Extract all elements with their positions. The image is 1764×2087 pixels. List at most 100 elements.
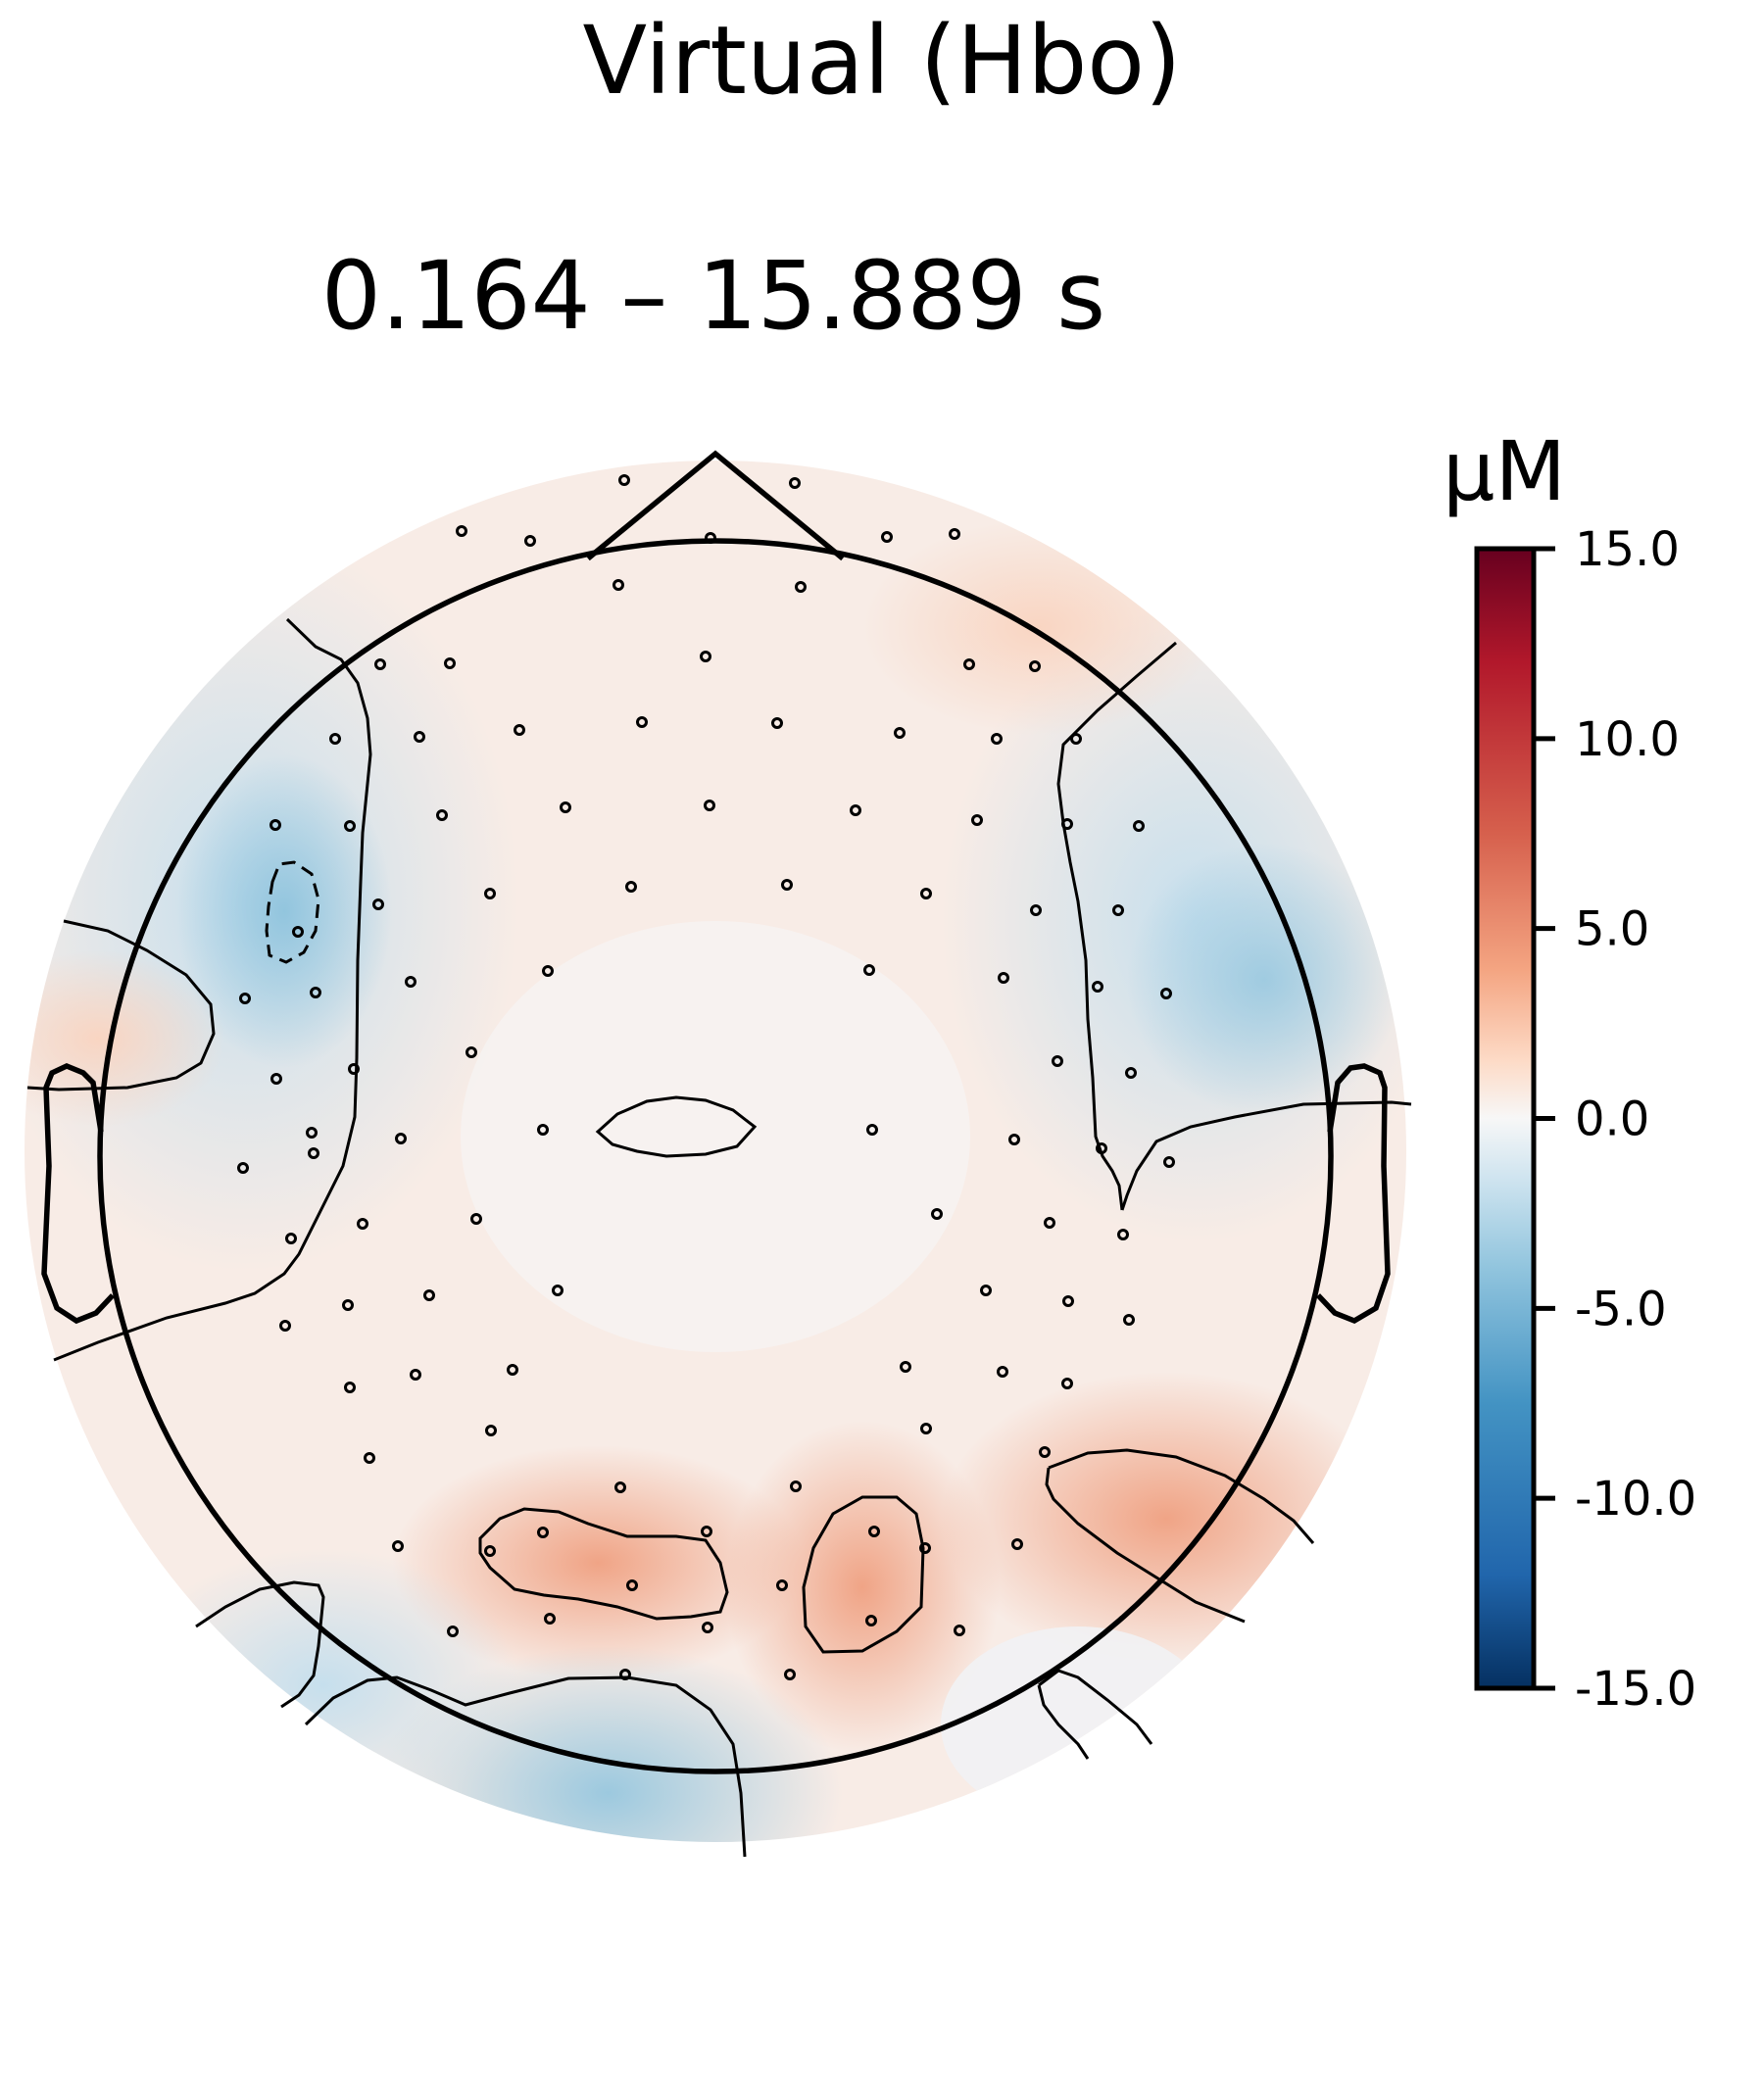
colorbar-tick-label: -15.0: [1575, 1662, 1696, 1717]
sensor-marker: [292, 926, 304, 938]
sensor-marker: [1044, 1217, 1055, 1229]
sensor-marker: [1123, 1314, 1135, 1326]
sensor-marker: [1112, 904, 1124, 916]
sensor-marker: [414, 731, 425, 743]
colorbar-tick-label: -5.0: [1575, 1282, 1667, 1336]
sensor-marker: [1061, 1378, 1073, 1389]
right-ear: [1316, 1063, 1391, 1325]
sensor-marker: [484, 888, 496, 899]
sensor-marker: [364, 1452, 375, 1464]
sensor-marker: [357, 1218, 368, 1230]
sensor-marker: [919, 1542, 931, 1554]
sensor-marker: [614, 1481, 626, 1493]
sensor-marker: [991, 733, 1003, 745]
colorbar-tick-label: 15.0: [1575, 522, 1680, 577]
sensor-marker: [850, 804, 861, 816]
sensor-marker: [771, 717, 783, 729]
sensor-marker: [239, 993, 251, 1004]
sensor-marker: [998, 972, 1009, 984]
contour-lines: [26, 617, 1412, 1858]
sensor-marker: [920, 888, 932, 899]
sensor-marker: [954, 1625, 965, 1636]
sensor-marker: [702, 1622, 713, 1633]
contour-bottom-right-inner: [1037, 1684, 1090, 1760]
sensor-marker: [395, 1133, 407, 1144]
sensor-marker: [270, 1073, 282, 1085]
sensor-marker: [789, 477, 801, 489]
sensor-marker: [1070, 733, 1082, 745]
sensor-marker: [484, 1545, 496, 1557]
left-ear: [41, 1062, 115, 1325]
sensor-marker: [865, 1615, 877, 1626]
colorbar-tick-label: 5.0: [1575, 902, 1649, 957]
sensor-marker: [619, 1669, 631, 1680]
sensor-marker: [344, 1382, 356, 1393]
sensor-marker: [560, 801, 571, 813]
contour-left-upper: [53, 617, 372, 1362]
contour-bottom-right: [1038, 1669, 1153, 1745]
sensor-marker: [1039, 1446, 1051, 1458]
sensor-marker: [1011, 1538, 1023, 1550]
colorbar-tick-label: 10.0: [1575, 712, 1680, 767]
sensor-marker: [636, 716, 648, 728]
sensor-marker: [485, 1425, 497, 1436]
sensor-marker: [410, 1369, 421, 1381]
sensor-marker: [310, 987, 321, 998]
sensor-marker: [405, 976, 416, 988]
field-blob-right-posterior: [941, 1372, 1392, 1666]
sensor-marker: [436, 809, 448, 821]
contour-bottom-left-b: [304, 1675, 747, 1858]
time-range-subtitle: 0.164 – 15.889 s: [321, 241, 1105, 351]
sensor-marker: [701, 1526, 712, 1537]
sensor-marker: [625, 881, 637, 893]
sensor-marker: [514, 724, 525, 736]
sensor-marker: [612, 579, 624, 591]
head-outline: [41, 450, 1391, 1774]
sensor-marker: [618, 474, 630, 486]
contour-right-lower: [1120, 1100, 1412, 1211]
colorbar: µM 15.0 10.0 5.0 0.0 -5.0 -10.0 -15.0: [1443, 423, 1696, 1717]
sensor-marker: [537, 1527, 549, 1538]
sensor-marker: [971, 814, 983, 826]
sensor-marker: [542, 965, 554, 977]
sensor-marker: [790, 1480, 802, 1492]
contour-occipital-right: [802, 1495, 925, 1654]
sensor-marker: [980, 1285, 992, 1296]
sensor-marker: [456, 525, 467, 537]
sensor-marker: [781, 879, 793, 891]
sensor-marker: [447, 1626, 459, 1637]
sensor-marker: [306, 1127, 318, 1139]
sensor-marker: [1133, 820, 1145, 832]
sensor-marker: [1092, 981, 1103, 993]
colorbar-gradient: [1474, 546, 1537, 1691]
contour-right-upper: [1056, 641, 1177, 1211]
sensor-marker: [1061, 818, 1073, 830]
sensor-marker: [270, 819, 281, 831]
sensor-marker: [348, 1063, 360, 1075]
sensor-marker: [1117, 1229, 1129, 1240]
sensor-marker: [1062, 1295, 1074, 1307]
sensor-marker: [374, 658, 386, 670]
sensor-marker: [963, 658, 975, 670]
field-blob-left-peak: [176, 754, 392, 1068]
sensor-marker: [863, 964, 875, 976]
sensor-marker: [1029, 660, 1041, 672]
sensor-marker: [894, 727, 906, 739]
contour-occipital-left: [478, 1507, 729, 1621]
contour-left-peak-dashed: [265, 860, 320, 964]
contour-right-posterior-lower: [1045, 1467, 1246, 1624]
topomap-field: [24, 450, 1412, 1858]
figure-title: Virtual (Hbo): [583, 6, 1182, 116]
sensor-marker: [1096, 1142, 1107, 1154]
sensor-marker: [1163, 1156, 1175, 1168]
sensor-marker: [1052, 1055, 1063, 1067]
sensor-marker: [524, 535, 536, 547]
sensor-marker: [704, 800, 715, 811]
sensor-marker: [342, 1299, 354, 1311]
head-circle: [97, 538, 1334, 1774]
nose: [586, 450, 845, 561]
sensor-marker: [372, 898, 384, 910]
field-blob-frontal-right: [862, 519, 1215, 735]
sensor-marker: [784, 1669, 796, 1680]
sensor-marker: [537, 1124, 549, 1136]
